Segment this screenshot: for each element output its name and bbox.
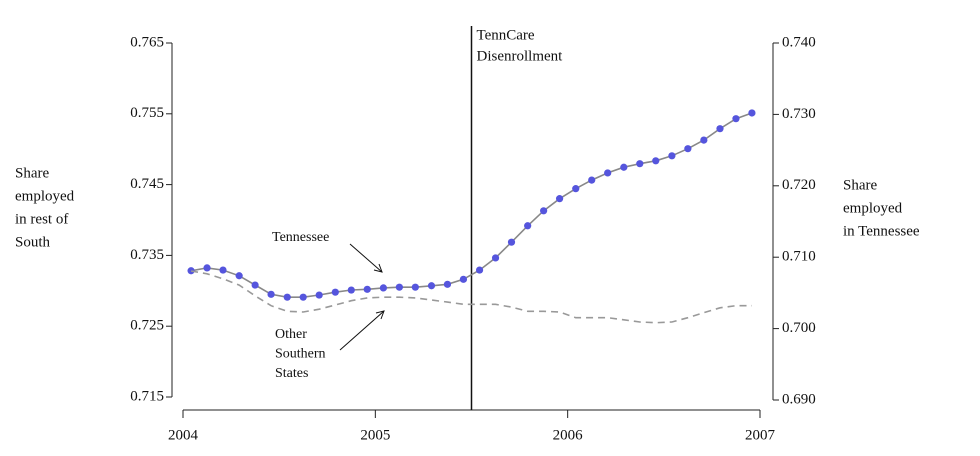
data-point: [684, 145, 692, 153]
data-point: [427, 282, 436, 290]
x-tick-label: 2004: [168, 427, 199, 443]
series-label: Tennessee: [272, 230, 329, 245]
y-tick-label: 0.765: [130, 34, 164, 50]
data-point: [620, 163, 628, 171]
data-point: [540, 207, 548, 215]
y2-tick-label: 0.740: [782, 34, 816, 50]
y-tick-label: 0.745: [130, 176, 164, 192]
data-point: [507, 238, 516, 246]
y-tick-label: 0.715: [130, 388, 164, 404]
arrow-head: [373, 263, 383, 273]
data-point: [475, 266, 484, 274]
arrow-head: [375, 310, 385, 320]
data-point: [315, 291, 323, 299]
data-point: [732, 115, 740, 123]
data-point: [347, 286, 355, 294]
y2-axis-label: in Tennessee: [843, 223, 920, 239]
y-axis-label: in rest of: [15, 211, 68, 227]
y-tick-label: 0.725: [130, 318, 164, 334]
data-point: [604, 169, 612, 177]
y2-axis-label: Share: [843, 177, 877, 193]
data-point: [395, 283, 403, 291]
annotation-text: TennCare: [477, 27, 535, 43]
data-point: [235, 272, 243, 280]
data-point: [652, 157, 660, 165]
data-point: [588, 176, 596, 184]
data-point: [491, 254, 500, 262]
data-point: [379, 284, 388, 292]
x-tick-label: 2006: [553, 427, 584, 443]
y2-tick-label: 0.690: [782, 391, 816, 407]
data-point: [572, 185, 580, 193]
data-point: [219, 266, 227, 274]
y2-tick-label: 0.710: [782, 249, 816, 265]
data-point: [411, 283, 419, 291]
data-point: [363, 285, 371, 293]
x-tick-label: 2007: [745, 427, 776, 443]
annotation-text: Disenrollment: [477, 48, 564, 64]
y2-axis-label: employed: [843, 200, 903, 216]
y2-tick-label: 0.730: [782, 106, 816, 122]
data-point: [716, 125, 724, 133]
data-point: [748, 109, 756, 117]
y-axis-label: Share: [15, 165, 49, 181]
y2-tick-label: 0.700: [782, 320, 816, 336]
data-point: [203, 264, 211, 272]
y2-tick-label: 0.720: [782, 177, 816, 193]
data-point: [443, 280, 452, 288]
data-point: [700, 136, 708, 144]
data-point: [555, 195, 564, 203]
data-point: [187, 267, 195, 275]
data-point: [636, 160, 644, 168]
y-tick-label: 0.755: [130, 105, 164, 121]
data-point: [524, 222, 532, 230]
y-tick-label: 0.735: [130, 247, 164, 263]
data-point: [283, 293, 291, 301]
data-point: [668, 152, 676, 160]
data-point: [459, 275, 468, 283]
data-point: [267, 290, 275, 298]
data-point: [331, 288, 339, 296]
data-point: [251, 281, 259, 289]
series-line: [190, 270, 752, 324]
y-axis-label: South: [15, 234, 51, 250]
arrow: [339, 310, 385, 351]
label-arrows: [339, 243, 385, 351]
series-label: Other Southern States: [275, 327, 326, 381]
data-point: [299, 293, 307, 301]
x-tick-label: 2005: [360, 427, 390, 443]
y-axis-label: employed: [15, 188, 75, 204]
arrow: [349, 243, 383, 273]
